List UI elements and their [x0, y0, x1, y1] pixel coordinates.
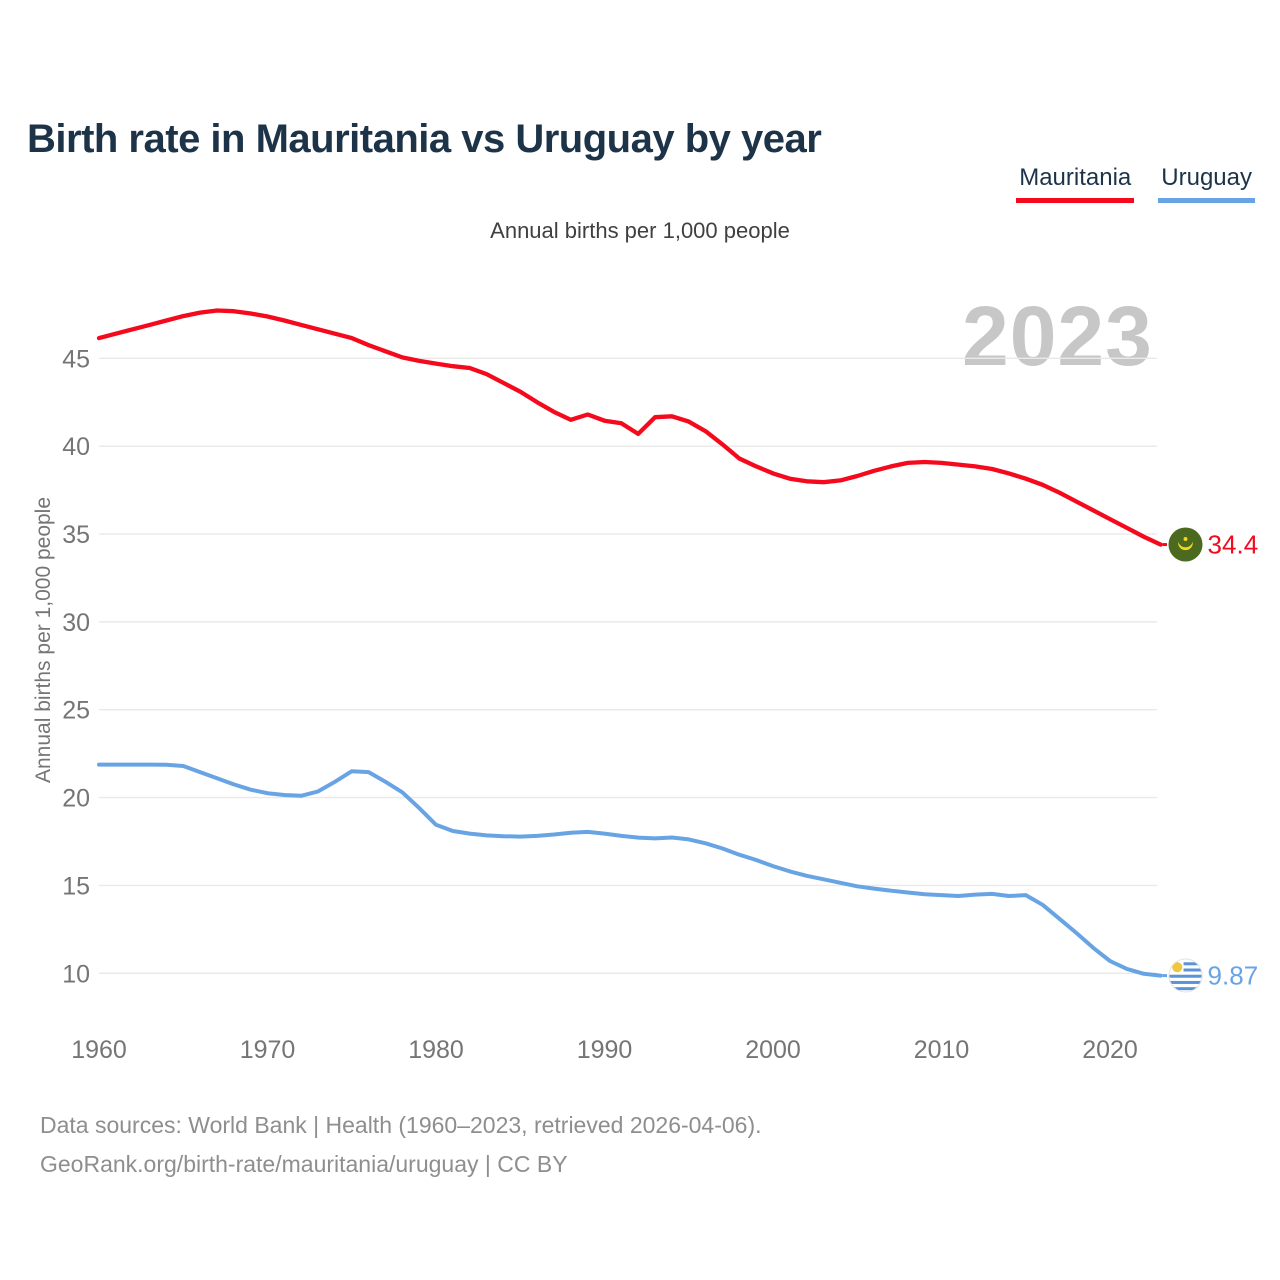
y-tick-label: 20	[62, 785, 90, 813]
y-axis-title: Annual births per 1,000 people	[32, 496, 55, 784]
y-tick-label: 45	[62, 345, 90, 373]
mauritania-line[interactable]	[96, 308, 1163, 547]
mauritania-flag-icon	[1168, 527, 1203, 562]
legend-item-mauritania[interactable]: Mauritania	[1016, 164, 1135, 203]
x-tick-label: 2010	[914, 1036, 970, 1064]
uruguay-line[interactable]	[97, 762, 1163, 978]
y-tick-label: 10	[62, 960, 90, 988]
x-tick-label: 1970	[240, 1036, 296, 1064]
data-sources-note: Data sources: World Bank | Health (1960–…	[40, 1112, 762, 1138]
chart-footer: Data sources: World Bank | Health (1960–…	[40, 1106, 762, 1184]
x-tick-label: 1980	[408, 1036, 464, 1064]
x-tick-label: 1960	[71, 1036, 127, 1064]
x-tick-label: 2000	[745, 1036, 801, 1064]
chart-subtitle: Annual births per 1,000 people	[490, 218, 790, 243]
mauritania-end-value: 34.4	[1207, 529, 1259, 560]
y-tick-label: 30	[62, 609, 90, 637]
attribution-note: GeoRank.org/birth-rate/mauritania/urugua…	[40, 1151, 568, 1177]
y-tick-label: 25	[62, 697, 90, 725]
y-tick-label: 35	[62, 521, 90, 549]
y-tick-label: 40	[62, 433, 90, 461]
x-tick-label: 2020	[1082, 1036, 1138, 1064]
legend: Mauritania Uruguay	[1016, 164, 1255, 203]
uruguay-end-value: 9.87	[1207, 960, 1259, 991]
uruguay-flag-icon	[1168, 958, 1203, 993]
y-tick-label: 15	[62, 872, 90, 900]
x-tick-label: 1990	[577, 1036, 633, 1064]
year-watermark: 2023	[962, 289, 1153, 383]
page-title: Birth rate in Mauritania vs Uruguay by y…	[27, 116, 822, 161]
legend-item-uruguay[interactable]: Uruguay	[1158, 164, 1255, 203]
